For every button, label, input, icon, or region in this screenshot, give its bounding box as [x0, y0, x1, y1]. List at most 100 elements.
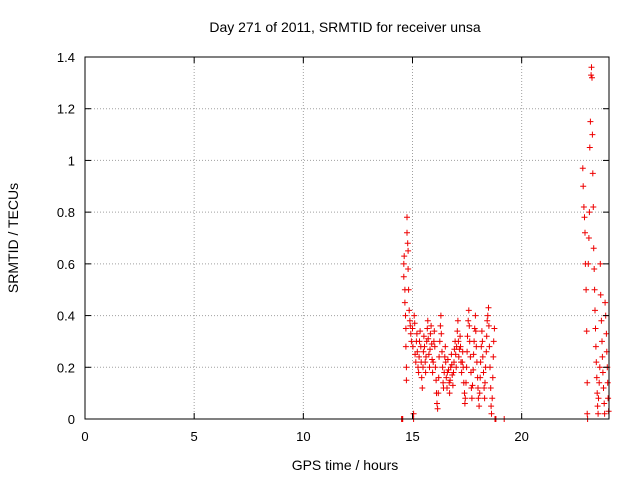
data-point — [470, 366, 477, 373]
data-point — [454, 317, 461, 324]
data-point — [463, 364, 470, 371]
data-point — [586, 209, 593, 216]
data-point — [584, 379, 591, 386]
data-point — [430, 338, 437, 345]
data-point — [592, 307, 598, 314]
data-point — [432, 364, 439, 371]
data-point — [444, 356, 451, 363]
data-point — [436, 353, 443, 360]
data-point — [431, 343, 438, 350]
data-point — [458, 369, 465, 376]
data-point — [459, 359, 466, 366]
data-point — [466, 322, 473, 329]
data-point — [417, 328, 424, 335]
data-point — [595, 395, 602, 402]
data-point — [443, 374, 450, 381]
chart-title: Day 271 of 2011, SRMTID for receiver uns… — [209, 19, 481, 35]
data-point — [424, 325, 431, 332]
data-point — [585, 235, 592, 241]
data-point — [489, 395, 496, 402]
data-point — [593, 359, 600, 366]
data-point — [418, 374, 425, 381]
data-point — [449, 382, 456, 389]
data-point — [594, 390, 601, 397]
data-point — [451, 359, 457, 366]
data-point — [597, 291, 604, 298]
data-point — [409, 325, 416, 332]
data-point — [599, 369, 606, 376]
data-point — [472, 328, 479, 335]
data-point — [583, 286, 590, 293]
data-point — [588, 72, 595, 79]
data-point — [463, 379, 469, 386]
y-tick-label: 0.6 — [57, 257, 75, 272]
data-point — [471, 338, 478, 345]
data-point — [455, 353, 462, 360]
axis-ticks: 0 0.2 0.4 0.6 0.8 1 1.2 1.4 0 5 10 15 20 — [57, 50, 609, 444]
data-point — [438, 330, 445, 337]
data-point — [409, 343, 416, 350]
data-point — [579, 165, 586, 172]
data-point — [476, 403, 483, 410]
data-point — [434, 405, 441, 412]
data-point — [402, 343, 409, 350]
data-point — [444, 369, 451, 376]
data-point — [470, 351, 477, 358]
data-point — [435, 390, 442, 397]
data-point — [475, 395, 482, 402]
data-point — [582, 229, 588, 236]
y-axis-label: SRMTID / TECUs — [5, 183, 21, 293]
data-point — [402, 325, 409, 332]
data-point — [437, 312, 444, 319]
data-point — [465, 307, 472, 314]
data-point — [442, 343, 449, 350]
data-point — [425, 335, 432, 342]
data-point — [404, 214, 410, 221]
data-point — [479, 338, 486, 345]
data-point — [439, 364, 446, 371]
data-point — [410, 410, 417, 417]
data-point — [454, 328, 461, 335]
data-point — [405, 266, 412, 272]
data-point — [411, 312, 418, 319]
data-point — [591, 266, 598, 272]
data-point — [440, 379, 447, 386]
data-point — [455, 338, 462, 345]
data-point — [402, 312, 409, 319]
data-point — [425, 351, 432, 358]
data-point — [598, 317, 605, 324]
grid-lines — [85, 57, 609, 419]
data-point — [400, 273, 407, 280]
data-point — [588, 64, 595, 71]
data-point — [430, 359, 437, 366]
data-point — [594, 403, 601, 410]
data-point — [441, 353, 448, 360]
y-tick-label: 0.4 — [57, 309, 75, 324]
data-point — [419, 385, 426, 391]
data-point — [491, 325, 498, 332]
data-point — [406, 317, 413, 324]
data-point — [471, 325, 478, 332]
data-point — [604, 379, 611, 386]
data-point — [420, 333, 427, 340]
data-point — [589, 131, 596, 138]
x-tick-label: 0 — [81, 429, 88, 444]
data-point — [404, 229, 410, 236]
data-point — [590, 204, 597, 210]
data-point — [601, 410, 608, 417]
data-point — [444, 385, 450, 391]
data-point — [416, 353, 423, 360]
data-point — [405, 286, 412, 293]
data-point — [437, 322, 444, 329]
data-point — [420, 364, 426, 371]
y-tick-label: 0 — [68, 412, 75, 427]
data-point — [462, 395, 469, 402]
data-point — [488, 403, 495, 410]
data-point — [587, 118, 594, 125]
data-points — [398, 64, 612, 422]
data-point — [584, 410, 591, 417]
data-point — [595, 410, 602, 417]
data-point — [422, 359, 429, 366]
data-point — [468, 385, 475, 391]
